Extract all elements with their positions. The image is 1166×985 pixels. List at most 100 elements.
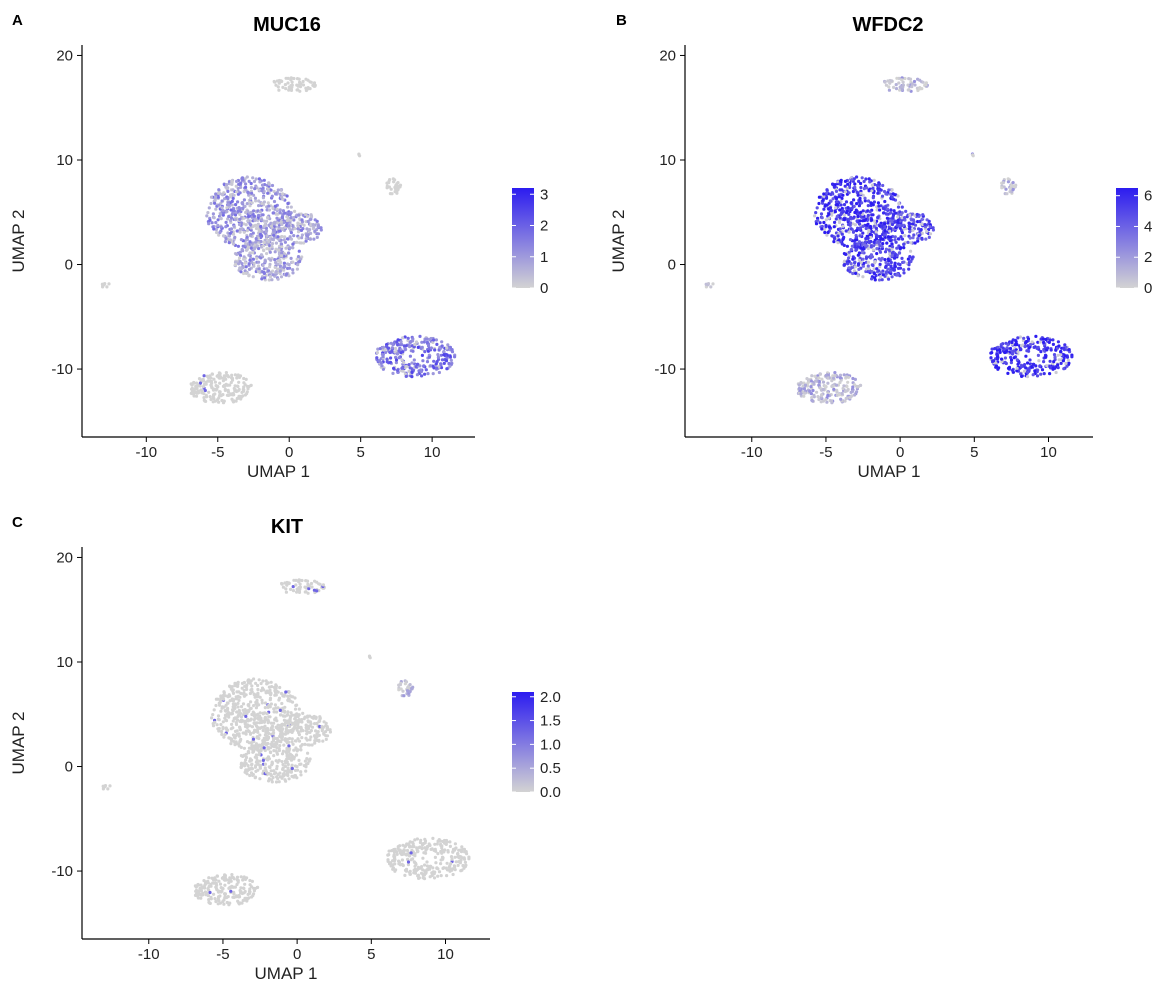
cell-point — [882, 189, 887, 194]
cell-point — [313, 229, 317, 233]
cell-point — [1028, 358, 1032, 362]
cell-point — [297, 739, 302, 743]
cell-point — [301, 83, 306, 87]
cell-point — [886, 262, 890, 266]
cell-point — [277, 726, 281, 730]
cell-point — [862, 247, 866, 251]
cell-point — [199, 889, 203, 893]
cell-point — [232, 209, 236, 213]
cell-point — [218, 703, 222, 707]
cell-point — [921, 222, 925, 227]
cell-point — [252, 179, 257, 184]
cell-point — [218, 700, 222, 704]
cell-point — [871, 213, 875, 217]
cell-point — [268, 765, 272, 770]
cell-point — [876, 201, 880, 205]
cell-point — [275, 207, 279, 211]
cell-point — [286, 201, 290, 206]
cell-point — [285, 272, 289, 276]
cell-point — [439, 366, 444, 370]
cell-point — [409, 851, 413, 855]
cell-point — [306, 87, 310, 91]
cell-point — [196, 383, 200, 387]
cell-point — [890, 245, 895, 249]
cell-point — [403, 682, 407, 686]
cluster-tiny-dot — [970, 152, 975, 158]
cell-point — [825, 233, 829, 237]
cell-point — [283, 723, 287, 727]
cell-point — [252, 692, 256, 696]
cell-point — [226, 203, 230, 207]
cell-point — [439, 353, 443, 357]
cell-point — [269, 721, 274, 725]
cell-point — [228, 232, 232, 236]
cell-point — [816, 395, 820, 399]
cell-point — [263, 701, 268, 705]
cell-point — [897, 251, 902, 255]
cell-point — [280, 245, 284, 249]
cell-point — [231, 188, 235, 192]
cell-point — [239, 715, 243, 719]
cell-point — [257, 246, 261, 251]
cell-point — [300, 736, 304, 740]
legend-tick-label: 4 — [1144, 218, 1152, 235]
cell-point — [269, 702, 273, 706]
cell-point — [217, 879, 221, 883]
cell-point — [272, 754, 276, 758]
cell-point — [251, 251, 255, 255]
cell-point — [300, 233, 304, 237]
cell-point — [401, 350, 405, 354]
cell-point — [291, 260, 295, 264]
cell-point — [845, 384, 849, 389]
cell-point — [252, 731, 256, 735]
cell-point — [269, 188, 273, 192]
cell-point — [216, 191, 220, 195]
cell-point — [453, 842, 457, 846]
cell-point — [267, 208, 271, 212]
cell-point — [274, 192, 278, 196]
cell-point — [260, 720, 264, 725]
cell-point — [890, 222, 895, 227]
cell-point — [400, 358, 404, 362]
cell-point — [875, 234, 879, 238]
cell-point — [417, 866, 421, 871]
cell-point — [390, 346, 394, 350]
legend-tick-label: 6 — [1144, 188, 1152, 205]
cell-point — [272, 736, 276, 740]
cell-point — [222, 690, 226, 694]
cell-point — [269, 271, 273, 275]
cell-point — [310, 743, 314, 747]
cell-point — [1009, 361, 1013, 365]
cell-point — [321, 583, 325, 587]
cell-point — [237, 206, 241, 210]
cell-point — [886, 267, 890, 271]
cell-point — [276, 235, 280, 239]
cell-point — [832, 225, 836, 229]
cell-point — [269, 258, 273, 262]
cell-point — [269, 742, 273, 746]
cell-point — [275, 79, 279, 83]
cell-point — [288, 694, 292, 698]
cell-point — [232, 386, 236, 391]
cell-point — [409, 858, 413, 862]
cell-point — [227, 234, 231, 238]
cell-point — [288, 266, 292, 270]
cell-point — [436, 355, 440, 359]
cell-point — [285, 583, 289, 587]
cell-point — [845, 209, 849, 213]
cell-point — [312, 714, 316, 719]
cell-point — [375, 356, 379, 360]
cell-point — [263, 260, 267, 264]
cell-point — [376, 347, 380, 351]
cell-point — [861, 224, 865, 228]
cell-point — [278, 775, 282, 779]
legend-tick-label: 1 — [540, 249, 548, 266]
cell-point — [218, 889, 222, 894]
cell-point — [262, 178, 266, 182]
cell-point — [1064, 361, 1068, 366]
cell-point — [410, 370, 414, 374]
cell-point — [258, 726, 262, 730]
cell-point — [212, 708, 216, 712]
cell-point — [249, 234, 253, 238]
cell-point — [216, 902, 220, 906]
